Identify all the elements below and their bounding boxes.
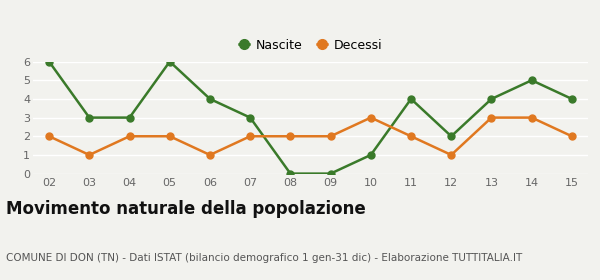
- Decessi: [206, 153, 214, 157]
- Nascite: [46, 60, 53, 63]
- Nascite: [568, 97, 575, 101]
- Decessi: [407, 135, 415, 138]
- Decessi: [166, 135, 173, 138]
- Decessi: [568, 135, 575, 138]
- Line: Decessi: Decessi: [46, 114, 575, 158]
- Decessi: [488, 116, 495, 119]
- Nascite: [367, 153, 374, 157]
- Nascite: [528, 79, 535, 82]
- Line: Nascite: Nascite: [46, 58, 575, 177]
- Nascite: [448, 135, 455, 138]
- Nascite: [86, 116, 93, 119]
- Nascite: [126, 116, 133, 119]
- Nascite: [287, 172, 294, 175]
- Decessi: [327, 135, 334, 138]
- Decessi: [448, 153, 455, 157]
- Decessi: [287, 135, 294, 138]
- Nascite: [488, 97, 495, 101]
- Decessi: [126, 135, 133, 138]
- Decessi: [46, 135, 53, 138]
- Nascite: [247, 116, 254, 119]
- Legend: Nascite, Decessi: Nascite, Decessi: [234, 34, 387, 57]
- Nascite: [327, 172, 334, 175]
- Text: COMUNE DI DON (TN) - Dati ISTAT (bilancio demografico 1 gen-31 dic) - Elaborazio: COMUNE DI DON (TN) - Dati ISTAT (bilanci…: [6, 253, 522, 263]
- Nascite: [166, 60, 173, 63]
- Nascite: [407, 97, 415, 101]
- Decessi: [528, 116, 535, 119]
- Decessi: [367, 116, 374, 119]
- Text: Movimento naturale della popolazione: Movimento naturale della popolazione: [6, 200, 366, 218]
- Decessi: [86, 153, 93, 157]
- Decessi: [247, 135, 254, 138]
- Nascite: [206, 97, 214, 101]
